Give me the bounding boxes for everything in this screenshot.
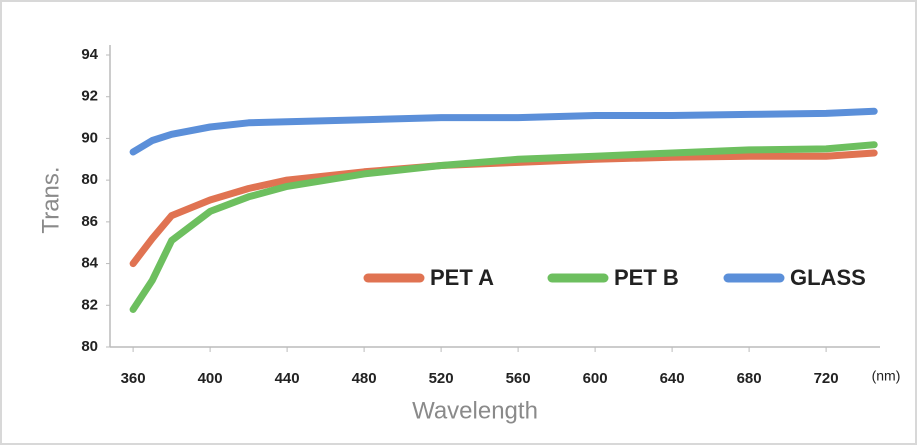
y-tick-label: 82 bbox=[81, 296, 98, 313]
y-tick-label: 86 bbox=[81, 213, 98, 230]
series-line bbox=[129, 141, 878, 313]
series-line bbox=[129, 107, 878, 156]
y-axis-title: Trans. bbox=[37, 166, 64, 233]
x-tick-label: 640 bbox=[660, 370, 685, 387]
x-tick-label: 680 bbox=[737, 370, 762, 387]
x-tick-label: 560 bbox=[506, 370, 531, 387]
y-tick-label: 92 bbox=[81, 88, 98, 105]
y-tick-label: 90 bbox=[81, 129, 98, 146]
x-tick-label: 360 bbox=[121, 370, 146, 387]
x-unit: (nm) bbox=[872, 368, 901, 384]
y-tick-label: 84 bbox=[81, 255, 98, 272]
y-tick-label: 94 bbox=[81, 46, 98, 63]
legend-label: GLASS bbox=[790, 265, 866, 290]
legend-label: PET B bbox=[614, 265, 679, 290]
x-tick-label: 520 bbox=[429, 370, 454, 387]
legend-label: PET A bbox=[430, 265, 494, 290]
y-tick-label: 80 bbox=[81, 338, 98, 355]
x-tick-label: 600 bbox=[583, 370, 608, 387]
x-tick-label: 440 bbox=[275, 370, 300, 387]
x-axis-title: Wavelength bbox=[412, 397, 538, 424]
x-tick-label: 720 bbox=[814, 370, 839, 387]
x-tick-label: 400 bbox=[198, 370, 223, 387]
y-tick-label: 80 bbox=[81, 171, 98, 188]
x-tick-label: 480 bbox=[352, 370, 377, 387]
